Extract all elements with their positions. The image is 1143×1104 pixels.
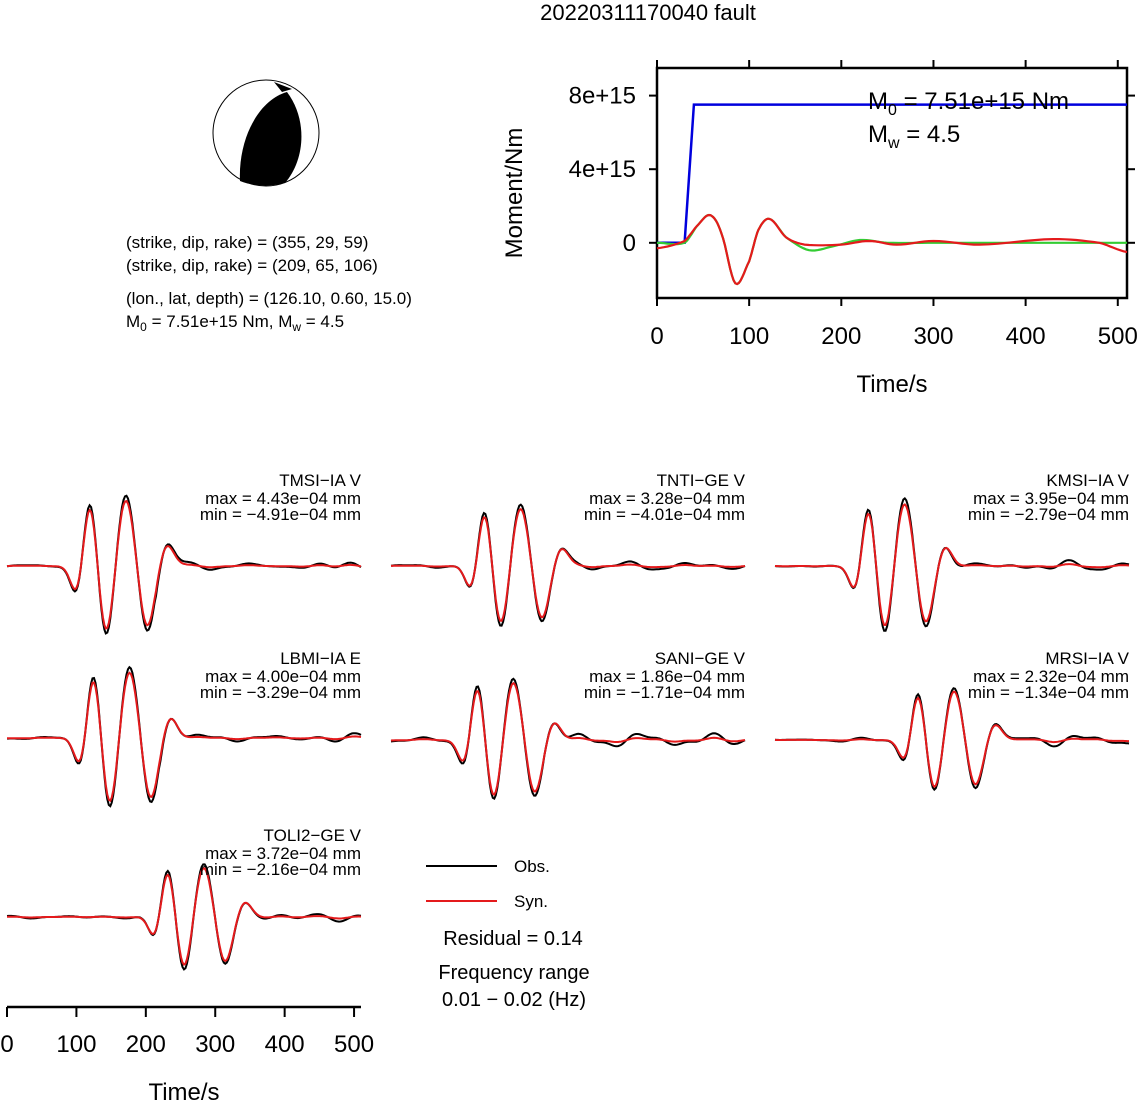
moment-ylabel: Moment/Nm [501, 128, 528, 259]
moment-xlabel: Time/s [856, 371, 927, 398]
station-name-label: MRSI−IA V [1045, 649, 1129, 668]
waveform-time-axis: 0 100 200 300 400 500 [0, 1005, 374, 1058]
moment-x-tick-label: 500 [1098, 323, 1138, 350]
station-name-label: KMSI−IA V [1046, 471, 1129, 490]
station-min-label: min = −4.01e−04 mm [584, 505, 745, 524]
moment-y-tick-label: 4e+15 [569, 156, 636, 183]
bottom-axis-tick-label: 100 [56, 1031, 96, 1058]
mechanism-line4: M0 = 7.51e+15 Nm, Mw = 4.5 [126, 312, 344, 334]
figure-title: 20220311170040 fault [540, 0, 756, 25]
station-name-label: LBMI−IA E [280, 649, 361, 668]
station-min-label: min = −2.79e−04 mm [968, 505, 1129, 524]
moment-plot: 0 100 200 300 400 500 0 4e+15 8e+15 Moment/Nm Ti… [501, 60, 1138, 398]
bottom-axis-tick-label: 0 [0, 1031, 13, 1058]
station-min-label: min = −1.34e−04 mm [968, 683, 1129, 702]
moment-x-tick-label: 300 [913, 323, 953, 350]
station-min-label: min = −2.16e−04 mm [200, 860, 361, 879]
frequency-range-value: 0.01 − 0.02 (Hz) [442, 989, 586, 1011]
moment-x-tick-label: 100 [729, 323, 769, 350]
moment-mw-annotation: Mw = 4.5 [868, 121, 960, 152]
station-max-label: max = 3.72e−04 mm [205, 844, 361, 863]
station-max-label: max = 3.95e−04 mm [973, 489, 1129, 508]
frequency-range-title: Frequency range [438, 962, 589, 984]
bottom-axis-tick-label: 300 [195, 1031, 235, 1058]
synthetic-waveform-line [775, 503, 1130, 627]
synthetic-waveform-line [7, 671, 362, 803]
moment-x-tick-label: 400 [1006, 323, 1046, 350]
station-max-label: max = 4.43e−04 mm [205, 489, 361, 508]
station-max-label: max = 1.86e−04 mm [589, 667, 745, 686]
residual-text: Residual = 0.14 [443, 928, 583, 950]
synthetic-waveform-line [391, 507, 746, 622]
station-name-label: TOLI2−GE V [264, 826, 362, 845]
bottom-axis-tick-label: 200 [126, 1031, 166, 1058]
bottom-axis-tick-label: 400 [265, 1031, 305, 1058]
legend-obs-label: Obs. [514, 857, 550, 876]
station-name-label: TNTI−GE V [657, 471, 746, 490]
moment-y-tick-label: 8e+15 [569, 83, 636, 110]
beachball-icon [212, 79, 320, 187]
mechanism-line3: (lon., lat, depth) = (126.10, 0.60, 15.0… [126, 289, 412, 308]
mechanism-line1: (strike, dip, rake) = (355, 29, 59) [126, 233, 368, 252]
synthetic-waveform-line [7, 867, 362, 967]
station-max-label: max = 4.00e−04 mm [205, 667, 361, 686]
station-min-label: min = −4.91e−04 mm [200, 505, 361, 524]
station-min-label: min = −3.29e−04 mm [200, 683, 361, 702]
waveform-xlabel: Time/s [148, 1079, 219, 1104]
moment-rate-green-line [656, 213, 1127, 286]
bottom-axis-tick-label: 500 [334, 1031, 374, 1058]
moment-x-tick-label: 0 [650, 323, 663, 350]
legend-syn-label: Syn. [514, 892, 548, 911]
station-name-label: SANI−GE V [655, 649, 746, 668]
moment-plot-frame [655, 66, 1129, 300]
synthetic-waveform-line [774, 690, 1129, 789]
moment-m0-annotation: M0 = 7.51e+15 Nm [868, 88, 1069, 119]
moment-function-line [657, 103, 1127, 245]
legend: Obs. Syn. [426, 857, 550, 911]
synthetic-waveform-line [6, 499, 362, 630]
moment-y-tick-label: 0 [623, 230, 636, 257]
synthetic-waveform-line [390, 681, 746, 796]
station-max-label: max = 3.28e−04 mm [589, 489, 745, 508]
moment-rate-red-line [656, 213, 1128, 286]
mechanism-line2: (strike, dip, rake) = (209, 65, 106) [126, 256, 378, 275]
station-max-label: max = 2.32e−04 mm [973, 667, 1129, 686]
station-min-label: min = −1.71e−04 mm [584, 683, 745, 702]
moment-x-tick-label: 200 [821, 323, 861, 350]
station-name-label: TMSI−IA V [279, 471, 361, 490]
